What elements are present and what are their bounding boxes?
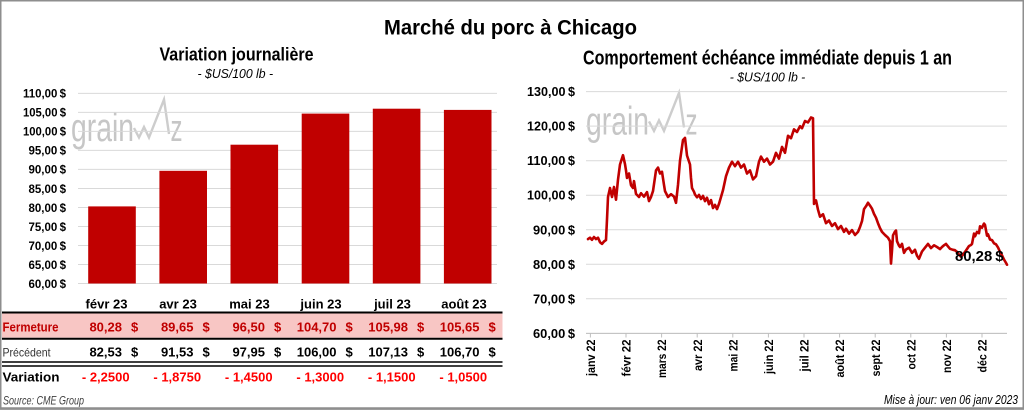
svg-text:mai 22: mai 22	[726, 339, 740, 371]
svg-text:$: $	[131, 320, 139, 335]
svg-text:100,00 $: 100,00 $	[23, 125, 66, 139]
svg-text:juil 23: juil 23	[373, 297, 411, 312]
svg-text:106,70: 106,70	[440, 345, 480, 360]
svg-text:$: $	[202, 345, 210, 360]
svg-text:févr 22: févr 22	[620, 339, 634, 376]
svg-text:110,00 $: 110,00 $	[527, 154, 575, 168]
svg-text:80,00 $: 80,00 $	[533, 258, 575, 272]
svg-text:oct 22: oct 22	[904, 339, 918, 369]
svg-text:mai 23: mai 23	[229, 297, 269, 312]
svg-text:Précédent: Précédent	[3, 346, 52, 360]
svg-text:Fermeture: Fermeture	[3, 320, 59, 335]
svg-text:96,50: 96,50	[232, 320, 265, 335]
svg-text:60,00 $: 60,00 $	[533, 327, 575, 341]
svg-text:120,00 $: 120,00 $	[527, 120, 575, 134]
svg-text:$: $	[488, 320, 496, 335]
svg-text:déc 22: déc 22	[976, 339, 990, 372]
svg-text:Marché du porc à Chicago: Marché du porc à Chicago	[384, 16, 637, 39]
svg-text:105,98: 105,98	[368, 320, 408, 335]
svg-text:- 2,2500: - 2,2500	[82, 370, 130, 385]
svg-text:- 1,0500: - 1,0500	[439, 370, 487, 385]
svg-text:mars 22: mars 22	[655, 339, 669, 378]
svg-text:100,00 $: 100,00 $	[527, 189, 575, 203]
svg-text:juin 23: juin 23	[299, 297, 341, 312]
svg-text:85,00 $: 85,00 $	[29, 182, 67, 196]
svg-text:65,00 $: 65,00 $	[29, 258, 67, 272]
svg-text:97,95: 97,95	[232, 345, 265, 360]
svg-text:Comportement échéance immédiat: Comportement échéance immédiate depuis 1…	[583, 48, 952, 70]
svg-text:grain: grain	[71, 106, 134, 150]
svg-text:130,00 $: 130,00 $	[527, 85, 575, 99]
svg-text:90,00 $: 90,00 $	[29, 163, 67, 177]
svg-text:sept 22: sept 22	[869, 339, 883, 376]
svg-text:- 1,3000: - 1,3000	[296, 370, 344, 385]
svg-text:avr 22: avr 22	[691, 339, 705, 371]
svg-text:$: $	[274, 345, 282, 360]
svg-text:$: $	[417, 345, 425, 360]
svg-text:105,65: 105,65	[440, 320, 480, 335]
svg-text:Variation journalière: Variation journalière	[160, 45, 314, 65]
svg-text:Source: CME Group: Source: CME Group	[3, 394, 84, 408]
svg-text:janv 22: janv 22	[584, 339, 598, 377]
svg-text:août 23: août 23	[441, 297, 487, 312]
svg-text:$: $	[202, 320, 210, 335]
svg-text:août 22: août 22	[833, 339, 847, 377]
svg-text:- $US/100 lb -: - $US/100 lb -	[198, 67, 274, 81]
svg-text:- 1,1500: - 1,1500	[368, 370, 416, 385]
svg-text:70,00 $: 70,00 $	[29, 239, 67, 253]
svg-text:- 1,8750: - 1,8750	[153, 370, 201, 385]
svg-text:juil 22: juil 22	[798, 339, 812, 372]
svg-text:89,65: 89,65	[161, 320, 194, 335]
svg-text:60,00 $: 60,00 $	[29, 277, 67, 291]
svg-text:nov 22: nov 22	[940, 339, 954, 373]
svg-text:Variation: Variation	[3, 370, 60, 385]
svg-text:106,00: 106,00	[297, 345, 337, 360]
svg-text:juin 22: juin 22	[762, 339, 776, 375]
svg-text:80,00 $: 80,00 $	[29, 201, 67, 215]
svg-text:82,53: 82,53	[89, 345, 122, 360]
svg-text:80,28: 80,28	[89, 320, 122, 335]
svg-text:févr 23: févr 23	[86, 297, 128, 312]
svg-text:z: z	[686, 101, 698, 143]
svg-text:107,13: 107,13	[368, 345, 408, 360]
svg-text:Mise à jour: ven 06 janv 2023: Mise à jour: ven 06 janv 2023	[884, 392, 1019, 407]
svg-text:70,00 $: 70,00 $	[533, 292, 575, 306]
svg-text:90,00 $: 90,00 $	[533, 223, 575, 237]
svg-text:$: $	[345, 345, 353, 360]
svg-text:$: $	[488, 345, 496, 360]
svg-text:- 1,4500: - 1,4500	[225, 370, 273, 385]
svg-text:80,28 $: 80,28 $	[955, 248, 1004, 265]
svg-text:$: $	[131, 345, 139, 360]
svg-text:104,70: 104,70	[297, 320, 337, 335]
svg-text:$: $	[274, 320, 282, 335]
svg-text:91,53: 91,53	[161, 345, 194, 360]
svg-text:$: $	[417, 320, 425, 335]
svg-text:110,00 $: 110,00 $	[23, 87, 66, 101]
svg-text:75,00 $: 75,00 $	[29, 220, 67, 234]
svg-text:z: z	[171, 108, 183, 150]
svg-text:105,00 $: 105,00 $	[23, 106, 66, 120]
svg-text:95,00 $: 95,00 $	[29, 144, 67, 158]
svg-text:- $US/100 lb -: - $US/100 lb -	[730, 71, 806, 85]
svg-text:avr 23: avr 23	[159, 297, 197, 312]
svg-text:$: $	[345, 320, 353, 335]
svg-text:grain: grain	[586, 99, 649, 143]
